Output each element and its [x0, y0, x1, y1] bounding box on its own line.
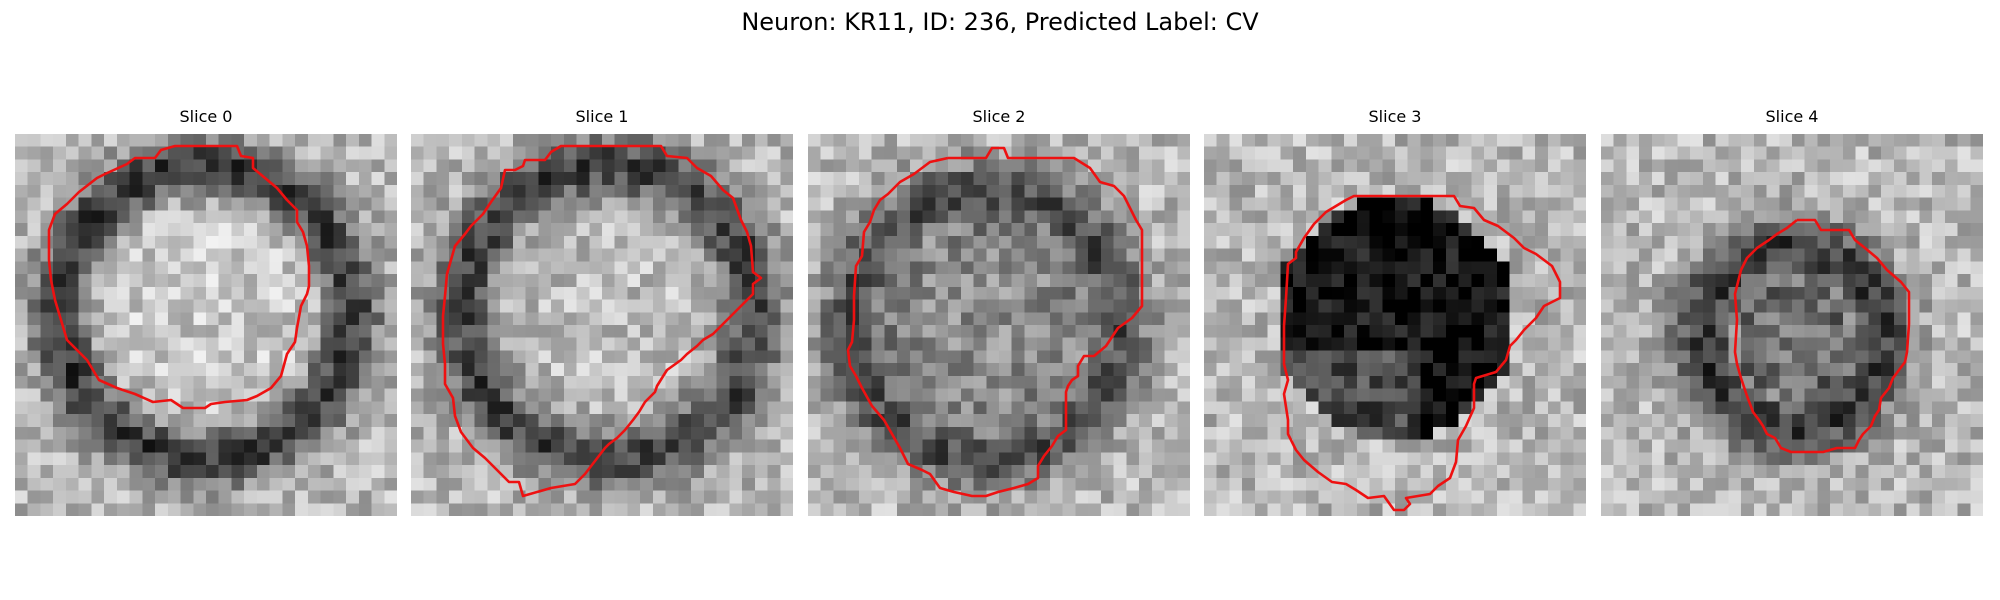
slice-title-2: Slice 2 [972, 107, 1026, 126]
figure-title: Neuron: KR11, ID: 236, Predicted Label: … [741, 8, 1259, 36]
grayscale-image-3 [1204, 134, 1586, 516]
contour-overlay-0 [47, 144, 311, 410]
roi-contour-1 [441, 144, 763, 498]
roi-contour-3 [1282, 194, 1562, 512]
contour-overlay-2 [846, 146, 1144, 498]
contour-overlay-4 [1733, 218, 1911, 454]
slice-image-0 [15, 134, 397, 516]
slice-title-4: Slice 4 [1765, 107, 1819, 126]
contour-overlay-3 [1282, 194, 1562, 512]
slice-panel-1: Slice 1 [411, 106, 793, 516]
slice-image-4 [1601, 134, 1983, 516]
contour-overlay-1 [441, 144, 763, 498]
roi-contour-2 [846, 146, 1144, 498]
slice-panel-0: Slice 0 [15, 106, 397, 516]
slice-panel-3: Slice 3 [1204, 106, 1586, 516]
slice-panel-2: Slice 2 [808, 106, 1190, 516]
grayscale-image-0 [15, 134, 397, 516]
slice-title-1: Slice 1 [575, 107, 629, 126]
roi-contour-4 [1733, 218, 1911, 454]
slice-title-0: Slice 0 [179, 107, 233, 126]
grayscale-image-2 [808, 134, 1190, 516]
roi-contour-0 [47, 144, 311, 410]
slice-title-3: Slice 3 [1368, 107, 1422, 126]
slice-image-2 [808, 134, 1190, 516]
slice-image-1 [411, 134, 793, 516]
slice-image-3 [1204, 134, 1586, 516]
slice-panel-4: Slice 4 [1601, 106, 1983, 516]
